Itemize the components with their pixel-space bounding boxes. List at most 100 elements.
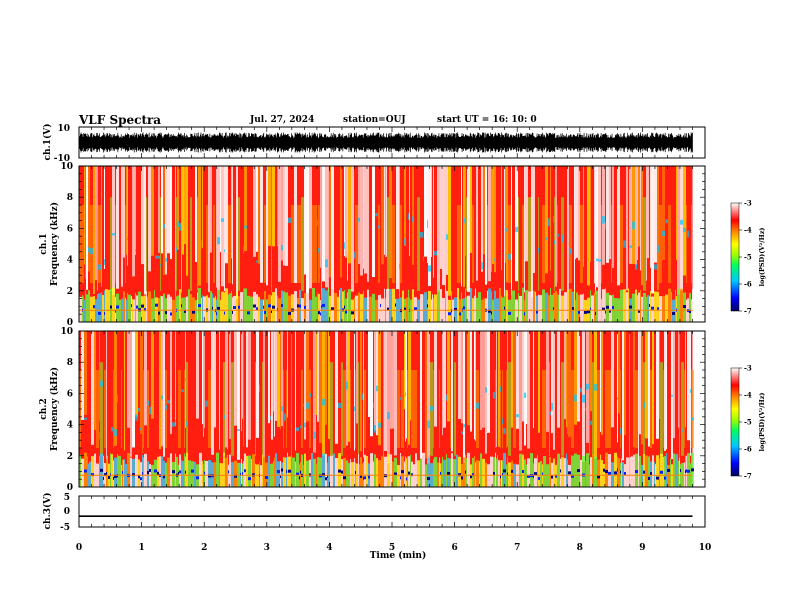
ch2-spectrogram-column-53 (184, 370, 185, 487)
low-band (110, 453, 111, 487)
low-band (434, 456, 437, 487)
orange-streak (350, 370, 351, 448)
yellow-streak (463, 166, 465, 287)
green-streak (508, 362, 511, 456)
low-dark-speck (132, 473, 135, 477)
low-band (224, 292, 225, 322)
ch2-spectrogram-column-168 (407, 370, 408, 487)
ch1-spectrogram-column-171 (424, 166, 427, 322)
low-band (390, 454, 392, 487)
ch1-spectrogram-column-149 (381, 166, 384, 322)
low-dark-speck (322, 473, 325, 477)
low-band (175, 453, 176, 487)
ch2-spectrogram-column-16 (110, 453, 111, 487)
white-streak (666, 331, 667, 450)
low-dark-speck (493, 471, 495, 475)
low-band (511, 289, 512, 322)
low-dark-speck (157, 471, 159, 475)
low-band (458, 456, 461, 487)
orange-streak (299, 205, 301, 283)
ch2-spectrogram-column-221 (506, 370, 507, 487)
white-streak (525, 166, 528, 262)
ch2-spectrogram-column-257 (582, 331, 585, 487)
ch1-spectrogram-column-66 (203, 296, 206, 322)
low-band (88, 290, 90, 322)
cyan-speck (596, 258, 598, 262)
ch1-spectrogram-column-78 (225, 166, 228, 322)
yellow-streak (568, 331, 571, 437)
orange-streak (401, 370, 404, 448)
low-band (442, 456, 443, 487)
green-streak (330, 362, 333, 456)
low-dark-speck (406, 477, 407, 481)
low-band (346, 460, 348, 487)
yellow-streak (618, 331, 620, 414)
low-dark-speck (84, 469, 87, 473)
orange-streak (125, 205, 126, 283)
low-band (325, 290, 328, 322)
ch2-spectrogram-column-149 (368, 331, 370, 487)
green-streak (518, 197, 519, 291)
ch1-spectrogram-column-96 (264, 205, 266, 322)
cyan-speck (98, 264, 101, 270)
white-streak (384, 166, 385, 255)
low-band (247, 295, 250, 322)
green-streak (528, 197, 531, 291)
low-band (448, 299, 451, 322)
white-streak (405, 331, 406, 442)
cyan-speck (617, 397, 618, 400)
ch2-spectrogram-column-304 (675, 454, 678, 487)
ch1-spectrogram-column-12 (101, 166, 102, 322)
low-band (214, 462, 216, 487)
low-band (128, 294, 131, 322)
low-band (654, 462, 655, 487)
low-dark-speck (638, 309, 640, 313)
ch2-spectrogram-column-27 (127, 331, 130, 487)
low-dark-speck (667, 468, 670, 472)
low-band (79, 296, 82, 322)
ch1-spectrogram-column-304 (691, 205, 692, 322)
orange-streak (343, 370, 346, 448)
ch1-spectrogram-column-245 (567, 166, 569, 322)
green-streak (358, 362, 359, 456)
orange-streak (286, 370, 287, 448)
cyan-speck (481, 262, 483, 270)
ch2-spectrogram-column-43 (163, 331, 165, 487)
ch2-spectrogram-column-172 (413, 370, 415, 487)
low-band (354, 458, 355, 487)
low-band (594, 456, 597, 487)
white-streak (165, 166, 167, 275)
cyan-speck (405, 392, 406, 397)
low-dark-speck (680, 469, 681, 473)
ch1-spectrogram-column-76 (221, 166, 224, 322)
low-band (320, 300, 321, 322)
ch1-spectrogram-column-273 (626, 166, 628, 322)
low-dark-speck (595, 312, 596, 316)
low-band (172, 461, 175, 487)
low-dark-speck (181, 304, 182, 308)
ch2-spectrogram-column-87 (252, 454, 255, 487)
orange-streak (542, 370, 543, 448)
white-streak (637, 166, 638, 260)
white-streak (116, 166, 119, 289)
low-dark-speck (542, 472, 543, 476)
low-band (626, 457, 629, 487)
low-band (501, 460, 502, 487)
yellow-streak (114, 331, 117, 446)
low-band (405, 456, 406, 487)
white-streak (496, 331, 497, 448)
green-streak (100, 362, 103, 456)
ch2-spectrogram-column-281 (631, 456, 633, 487)
low-band (127, 292, 128, 322)
yellow-streak (550, 166, 551, 271)
ch1-spectrogram-column-28 (131, 296, 132, 322)
low-dark-speck (286, 469, 287, 473)
ch2-spectrogram-column-52 (181, 389, 184, 487)
low-dark-speck (154, 469, 157, 473)
yellow-streak (243, 331, 244, 447)
ch1-spectrogram-column-216 (508, 205, 511, 322)
low-band (501, 296, 502, 322)
white-streak (390, 331, 392, 429)
low-band (135, 454, 138, 487)
white-streak (81, 331, 84, 420)
